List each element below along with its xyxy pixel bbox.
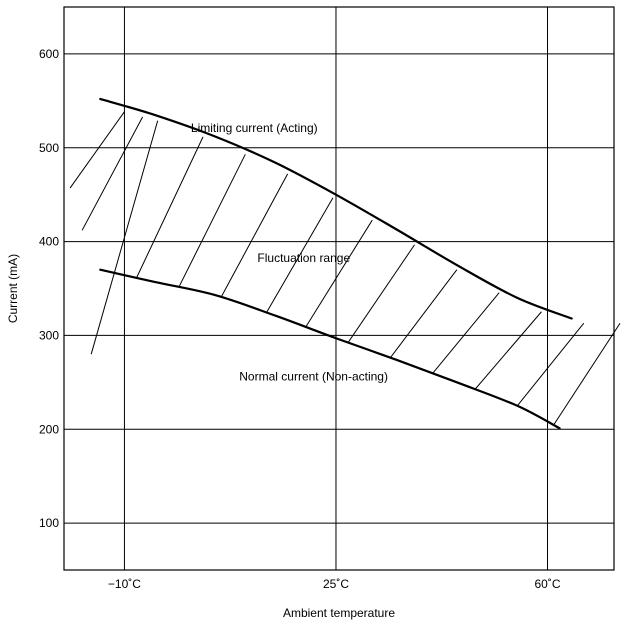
y-tick-label: 500 <box>39 141 59 155</box>
normal-current-curve <box>99 268 561 430</box>
y-tick-label: 400 <box>39 235 59 249</box>
y-tick-label: 100 <box>39 516 59 530</box>
x-tick-label: −10˚C <box>108 577 141 591</box>
y-tick-label: 200 <box>39 422 59 436</box>
y-tick-label: 600 <box>39 47 59 61</box>
hatch-line <box>432 292 500 374</box>
hatch-line <box>266 197 334 313</box>
curves <box>99 97 573 430</box>
hatch-line <box>305 219 373 328</box>
hatch-line <box>81 116 144 231</box>
y-tick-labels: 100 200 300 400 500 600 <box>39 47 59 530</box>
annotation-label: Limiting current (Acting) <box>191 121 318 135</box>
hatch-line <box>90 120 159 355</box>
y-axis-label: Current (mA) <box>6 254 20 323</box>
hatch-line <box>220 173 289 298</box>
fluctuation-range-hatching <box>69 111 621 426</box>
x-axis-label: Ambient temperature <box>283 606 395 620</box>
hatch-line <box>136 136 204 279</box>
plot-frame <box>63 6 615 571</box>
gridlines <box>64 7 614 570</box>
hatch-line <box>474 311 542 390</box>
annotation-label: Fluctuation range <box>257 251 350 265</box>
hatch-line <box>389 269 458 358</box>
annotation-label: Normal current (Non-acting) <box>239 369 388 383</box>
limiting-current-curve <box>99 97 573 320</box>
hatch-line <box>347 244 415 343</box>
hatch-line <box>516 322 585 407</box>
hatch-line <box>178 154 246 288</box>
x-tick-label: 60˚C <box>535 577 561 591</box>
hatch-line <box>69 111 125 189</box>
y-tick-label: 300 <box>39 328 59 342</box>
hatch-line <box>553 322 621 426</box>
annotations: Limiting current (Acting) Fluctuation ran… <box>191 121 388 384</box>
x-tick-labels: −10˚C 25˚C 60˚C <box>108 577 561 591</box>
x-tick-label: 25˚C <box>323 577 349 591</box>
